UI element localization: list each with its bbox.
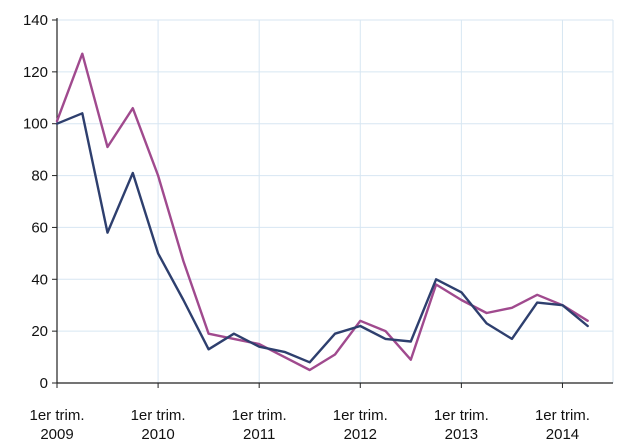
y-tick-label: 120 [23,64,48,81]
x-tick-label-line2: 2013 [445,426,478,443]
x-tick-label: 1er trim. 2009 [29,407,84,443]
x-tick-label-line1: 1er trim. [535,407,590,424]
axes [56,18,613,384]
y-tick-label: 20 [31,323,48,340]
x-tick-label-line1: 1er trim. [131,407,186,424]
x-tick-label-line1: 1er trim. [29,407,84,424]
y-tick-label: 80 [31,168,48,185]
series [55,52,589,372]
x-tick-label: 1er trim. 2013 [434,407,489,443]
x-tick-label-line2: 2011 [243,426,275,443]
x-tick-label: 1er trim. 2014 [535,407,590,443]
y-tick-label: 140 [23,12,48,29]
y-tick-labels: 0 20 40 60 80 100 120 140 [23,12,57,392]
x-tick-label: 1er trim. 2012 [333,407,388,443]
x-tick-label: 1er trim. 2010 [131,407,186,443]
series-line-2 [55,112,589,364]
x-tick-label-line1: 1er trim. [434,407,489,424]
y-tick-label: 0 [40,375,48,392]
grid [57,19,614,383]
x-tick-label-line2: 2010 [141,426,174,443]
y-tick-label: 40 [31,271,48,288]
y-tick-label: 100 [23,116,48,133]
series-line-1 [55,52,589,372]
x-tick-label-line1: 1er trim. [232,407,287,424]
x-tick-label-line2: 2009 [40,426,73,443]
x-tick-label-line2: 2012 [344,426,377,443]
x-tick-label: 1er trim. 2011 [232,407,287,443]
x-tick-label-line2: 2014 [546,426,579,443]
y-tick-label: 60 [31,219,48,236]
x-tick-label-line1: 1er trim. [333,407,388,424]
